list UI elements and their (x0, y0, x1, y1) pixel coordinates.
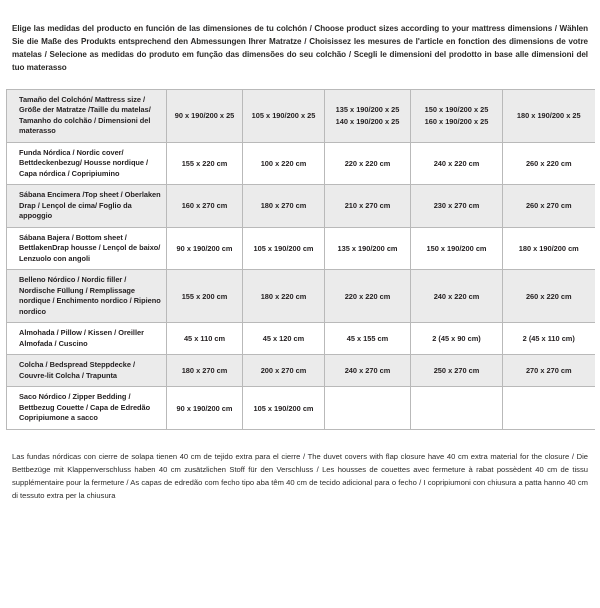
cell-nordic-filler-1: 155 x 200 cm (166, 269, 243, 324)
cell-nordic-filler-5: 260 x 220 cm (502, 269, 595, 324)
table-row: Colcha / Bedspread Steppdecke / Couvre-l… (6, 354, 595, 388)
cell-top-sheet-3: 210 x 270 cm (324, 184, 411, 228)
table-row: Belleno Nórdico / Nordic filler / Nordis… (6, 269, 595, 324)
cell-pillow-1: 45 x 110 cm (166, 322, 243, 356)
row-label-nordic-filler: Belleno Nórdico / Nordic filler / Nordis… (6, 269, 167, 324)
header-label-mattress-size: Tamaño del Colchón/ Mattress size / Größ… (6, 88, 167, 143)
table-body: Tamaño del Colchón/ Mattress size / Größ… (6, 88, 595, 430)
cell-nordic-filler-3: 220 x 220 cm (324, 269, 411, 324)
cell-nordic-filler-4: 240 x 220 cm (410, 269, 503, 324)
footer-note: Las fundas nórdicas con cierre de solapa… (12, 451, 588, 500)
cell-bedspread-3: 240 x 270 cm (324, 354, 411, 388)
cell-top-sheet-2: 180 x 270 cm (242, 184, 325, 228)
cell-zipper-bedding-5 (502, 386, 595, 430)
cell-bottom-sheet-1: 90 x 190/200 cm (166, 227, 243, 271)
table-row: Sábana Bajera / Bottom sheet / Bettlaken… (6, 227, 595, 271)
header-col-5: 180 x 190/200 x 25 (502, 88, 595, 143)
cell-top-sheet-1: 160 x 270 cm (166, 184, 243, 228)
cell-nordic-filler-2: 180 x 220 cm (242, 269, 325, 324)
table-header-row: Tamaño del Colchón/ Mattress size / Größ… (6, 88, 595, 143)
cell-pillow-5: 2 (45 x 110 cm) (502, 322, 595, 356)
cell-bedspread-1: 180 x 270 cm (166, 354, 243, 388)
cell-bottom-sheet-5: 180 x 190/200 cm (502, 227, 595, 271)
cell-bottom-sheet-3: 135 x 190/200 cm (324, 227, 411, 271)
cell-pillow-2: 45 x 120 cm (242, 322, 325, 356)
table-row: Sábana Encimera /Top sheet / Oberlaken D… (6, 184, 595, 228)
cell-bottom-sheet-2: 105 x 190/200 cm (242, 227, 325, 271)
table-row: Funda Nórdica / Nordic cover/ Bettdecken… (6, 142, 595, 186)
intro-paragraph: Elige las medidas del producto en funció… (12, 24, 588, 73)
row-label-zipper-bedding: Saco Nórdico / Zipper Bedding / Bettbezu… (6, 386, 167, 430)
row-label-pillow: Almohada / Pillow / Kissen / Oreiller Al… (6, 322, 167, 356)
row-label-bottom-sheet: Sábana Bajera / Bottom sheet / Bettlaken… (6, 227, 167, 271)
cell-bottom-sheet-4: 150 x 190/200 cm (410, 227, 503, 271)
row-label-top-sheet: Sábana Encimera /Top sheet / Oberlaken D… (6, 184, 167, 228)
cell-zipper-bedding-4 (410, 386, 503, 430)
cell-zipper-bedding-1: 90 x 190/200 cm (166, 386, 243, 430)
size-guide-page: Elige las medidas del producto en funció… (0, 8, 600, 608)
cell-nordic-cover-5: 260 x 220 cm (502, 142, 595, 186)
header-col-3: 135 x 190/200 x 25 140 x 190/200 x 25 (324, 88, 411, 143)
cell-nordic-cover-2: 100 x 220 cm (242, 142, 325, 186)
cell-bedspread-2: 200 x 270 cm (242, 354, 325, 388)
size-table-container: Tamaño del Colchón/ Mattress size / Größ… (0, 88, 600, 430)
cell-nordic-cover-3: 220 x 220 cm (324, 142, 411, 186)
cell-top-sheet-5: 260 x 270 cm (502, 184, 595, 228)
row-label-bedspread: Colcha / Bedspread Steppdecke / Couvre-l… (6, 354, 167, 388)
header-col-4: 150 x 190/200 x 25 160 x 190/200 x 25 (410, 88, 503, 143)
cell-zipper-bedding-3 (324, 386, 411, 430)
mattress-size-table: Tamaño del Colchón/ Mattress size / Größ… (6, 88, 595, 430)
cell-bedspread-4: 250 x 270 cm (410, 354, 503, 388)
cell-nordic-cover-1: 155 x 220 cm (166, 142, 243, 186)
cell-zipper-bedding-2: 105 x 190/200 cm (242, 386, 325, 430)
cell-bedspread-5: 270 x 270 cm (502, 354, 595, 388)
cell-top-sheet-4: 230 x 270 cm (410, 184, 503, 228)
table-row: Saco Nórdico / Zipper Bedding / Bettbezu… (6, 386, 595, 430)
header-col-1: 90 x 190/200 x 25 (166, 88, 243, 143)
table-row: Almohada / Pillow / Kissen / Oreiller Al… (6, 322, 595, 356)
cell-nordic-cover-4: 240 x 220 cm (410, 142, 503, 186)
row-label-nordic-cover: Funda Nórdica / Nordic cover/ Bettdecken… (6, 142, 167, 186)
cell-pillow-4: 2 (45 x 90 cm) (410, 322, 503, 356)
cell-pillow-3: 45 x 155 cm (324, 322, 411, 356)
header-col-2: 105 x 190/200 x 25 (242, 88, 325, 143)
